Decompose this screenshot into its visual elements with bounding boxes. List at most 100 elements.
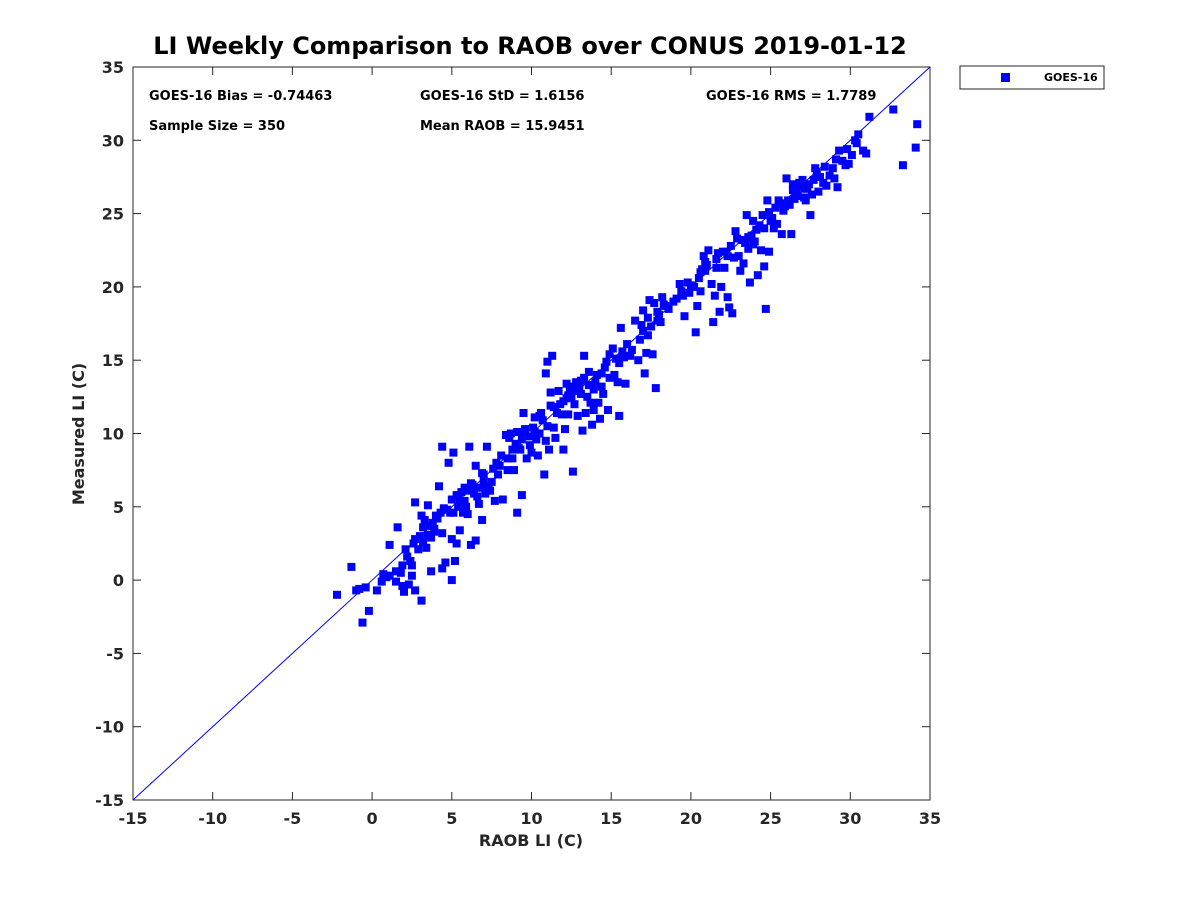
data-point: [379, 570, 388, 579]
data-point: [777, 230, 786, 239]
data-point: [364, 606, 373, 615]
data-point: [599, 389, 608, 398]
data-point: [637, 321, 646, 329]
data-point: [728, 309, 737, 318]
data-point: [460, 483, 469, 492]
data-point: [568, 467, 577, 476]
legend-box: [959, 65, 1105, 90]
data-point: [545, 445, 553, 454]
data-point: [407, 561, 416, 570]
data-point: [702, 260, 711, 269]
data-point: [490, 496, 499, 505]
data-point: [675, 280, 684, 288]
x-tick-label: 20: [680, 809, 702, 828]
data-point: [594, 398, 603, 407]
data-point: [694, 274, 703, 283]
data-point: [780, 202, 789, 211]
data-point: [639, 326, 648, 335]
data-point: [457, 488, 466, 497]
data-point: [584, 381, 593, 390]
data-point: [489, 464, 498, 473]
data-point: [720, 263, 729, 272]
data-point: [423, 501, 432, 510]
data-point: [733, 234, 742, 243]
data-point: [561, 425, 569, 434]
data-point: [822, 181, 831, 190]
data-point: [755, 221, 764, 230]
data-point: [588, 420, 597, 429]
data-points: [333, 105, 922, 627]
data-point: [828, 164, 837, 173]
data-point: [707, 280, 716, 288]
data-point: [605, 373, 614, 382]
data-point: [616, 323, 625, 332]
data-point: [604, 406, 612, 414]
data-point: [581, 409, 590, 417]
data-point: [449, 448, 458, 457]
data-point: [543, 422, 552, 431]
data-point: [788, 180, 797, 189]
data-point: [690, 282, 699, 291]
data-point: [744, 244, 753, 253]
data-point: [621, 379, 630, 388]
data-point: [486, 486, 495, 495]
data-point: [471, 461, 480, 470]
data-point: [392, 567, 400, 576]
data-point: [647, 322, 656, 331]
data-point: [592, 370, 601, 379]
y-tick-label: 10: [102, 425, 124, 444]
data-point: [745, 278, 754, 287]
data-point: [554, 387, 563, 395]
data-point: [664, 304, 673, 313]
data-point: [704, 246, 713, 255]
data-point: [605, 350, 614, 359]
data-point: [573, 411, 582, 420]
data-point: [438, 564, 447, 573]
data-point: [411, 586, 420, 595]
data-point: [596, 414, 604, 423]
data-point: [513, 428, 522, 436]
data-point: [474, 499, 483, 508]
y-tick-labels: -15 -10 -5 0 5 10 15 20 25 30 35: [95, 58, 124, 810]
data-point: [753, 271, 762, 280]
data-point: [816, 173, 824, 181]
data-point: [862, 149, 871, 158]
x-tick-label: 5: [446, 809, 457, 828]
data-point: [583, 392, 592, 401]
data-point: [417, 596, 426, 605]
data-point: [377, 577, 386, 586]
data-point: [398, 582, 407, 590]
data-point: [844, 159, 853, 168]
data-point: [441, 558, 450, 567]
chart-title: LI Weekly Comparison to RAOB over CONUS …: [153, 32, 906, 60]
data-point: [530, 428, 539, 436]
x-tick-label: 0: [367, 809, 378, 828]
data-point: [656, 318, 665, 327]
data-point: [608, 344, 617, 353]
data-point: [465, 442, 474, 451]
data-point: [562, 394, 571, 403]
data-point: [347, 562, 356, 571]
data-point: [911, 143, 920, 152]
data-point: [734, 252, 743, 261]
data-point: [620, 353, 628, 362]
data-point: [527, 448, 536, 457]
data-point: [462, 502, 471, 511]
data-point: [466, 479, 475, 488]
data-point: [447, 535, 456, 544]
data-point: [372, 586, 381, 595]
data-point: [446, 508, 455, 517]
data-point: [634, 356, 643, 365]
legend-marker-icon: [1001, 73, 1010, 82]
data-point: [680, 312, 689, 321]
data-point: [333, 590, 341, 599]
data-point: [715, 307, 724, 316]
data-point: [541, 436, 550, 445]
data-point: [492, 458, 501, 467]
data-point: [407, 571, 416, 580]
y-tick-label: 35: [102, 58, 124, 77]
data-point: [476, 483, 485, 492]
data-point: [833, 183, 842, 192]
data-point: [508, 454, 517, 463]
